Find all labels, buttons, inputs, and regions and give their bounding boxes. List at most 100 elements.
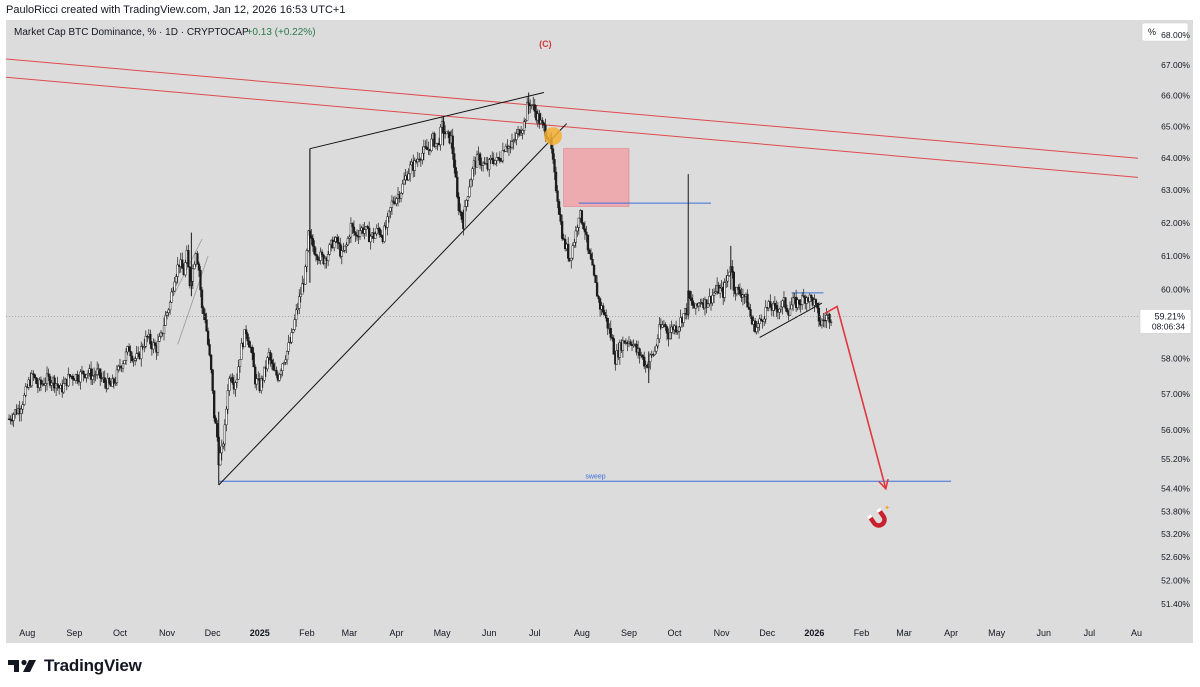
candle-body <box>320 251 324 256</box>
candle-body <box>641 354 644 358</box>
black-trendline-1[interactable] <box>218 123 568 486</box>
candle-body <box>252 352 255 368</box>
gray-wedge-line-2[interactable] <box>177 255 209 345</box>
candle-body <box>387 210 391 218</box>
candle-body <box>585 231 588 236</box>
candle-body <box>665 326 669 334</box>
candle-body <box>281 363 284 371</box>
candle-body <box>243 329 246 348</box>
candle-body <box>594 274 597 283</box>
candle-body <box>311 238 315 247</box>
candle-body <box>571 245 574 259</box>
candle-body <box>574 230 577 243</box>
candle-body <box>723 282 726 298</box>
candle-body <box>781 300 784 308</box>
candle-body <box>668 332 672 339</box>
candle-body <box>592 264 596 276</box>
candle-body <box>808 294 811 302</box>
candle-body <box>135 353 138 359</box>
candle-body <box>313 245 316 255</box>
candle-body <box>234 382 237 390</box>
candle-body <box>386 216 389 228</box>
candle-body <box>32 373 35 376</box>
red-trendline-1[interactable] <box>6 58 1139 159</box>
candle-body <box>791 297 795 306</box>
candle-body <box>498 157 501 162</box>
current-price-label: 59.21% <box>1154 311 1185 321</box>
x-tick-label: Nov <box>159 628 176 638</box>
candle-body <box>358 230 362 237</box>
y-tick-label: 66.00% <box>1161 91 1190 101</box>
tradingview-logo[interactable]: TradingView <box>8 656 142 676</box>
candle-body <box>407 173 410 181</box>
current-price-badge[interactable] <box>1139 309 1192 334</box>
candle-body <box>342 250 345 252</box>
candle-body <box>123 360 126 365</box>
chart-area[interactable]: (C) sweep ✦ Market Cap BTC Dominance, % · … <box>6 20 1193 643</box>
y-tick-label: 62.00% <box>1161 218 1190 228</box>
candle-body <box>293 319 296 330</box>
candle-body <box>714 291 717 294</box>
candle-body <box>99 368 102 379</box>
supply-zone[interactable] <box>563 148 630 207</box>
candle-body <box>682 313 685 323</box>
candle-body <box>173 281 176 292</box>
candle-body <box>76 374 79 382</box>
candle-body <box>746 293 749 308</box>
black-trendline-4[interactable] <box>759 302 823 338</box>
candle-body <box>23 395 26 405</box>
candle-body <box>383 225 386 242</box>
x-tick-label: Oct <box>113 628 128 638</box>
candle-body <box>785 307 789 312</box>
candle-body <box>197 263 201 271</box>
time-axis[interactable] <box>6 620 1193 643</box>
scale-mode-button[interactable] <box>1141 22 1189 42</box>
candle-body <box>176 264 179 277</box>
candle-body <box>114 382 117 384</box>
candle-body <box>454 167 457 178</box>
highlight-circle-marker[interactable] <box>544 127 563 146</box>
candle-body <box>460 212 463 220</box>
candle-body <box>401 183 404 194</box>
candle-body <box>541 119 544 124</box>
candle-body <box>603 312 606 316</box>
candle-body <box>270 359 274 364</box>
candle-body <box>314 253 318 257</box>
chart-svg[interactable]: (C) sweep ✦ Market Cap BTC Dominance, % · … <box>6 20 1193 643</box>
candle-body <box>510 141 514 148</box>
x-tick-label: Dec <box>205 628 222 638</box>
candle-body <box>213 390 216 419</box>
projection-arrow[interactable] <box>824 305 887 489</box>
candle-body <box>348 236 351 239</box>
candle-body <box>333 241 336 249</box>
candle-body <box>595 282 599 297</box>
candle-body <box>20 408 23 414</box>
candle-body <box>352 226 356 233</box>
candle-body <box>471 168 474 181</box>
candle-body <box>504 145 508 152</box>
candle-body <box>688 290 691 299</box>
candle-body <box>598 298 602 310</box>
candle-body <box>269 352 272 361</box>
candle-body <box>475 154 479 168</box>
candle-body <box>738 289 742 295</box>
candle-body <box>533 104 536 112</box>
candle-body <box>664 324 667 327</box>
candle-body <box>272 363 275 371</box>
candle-body <box>513 139 517 141</box>
candle-body <box>319 251 322 261</box>
candle-body <box>263 366 266 381</box>
candle-body <box>328 244 331 255</box>
candle-body <box>129 351 132 357</box>
candle-body <box>597 295 600 299</box>
gray-wedge-line-1[interactable] <box>172 239 203 297</box>
black-trendline-2[interactable] <box>309 92 545 150</box>
candle-body <box>255 378 258 385</box>
candle-body <box>103 377 106 383</box>
candle-body <box>152 342 155 350</box>
candle-body <box>199 270 202 291</box>
candle-body <box>187 250 190 268</box>
candle-body <box>557 201 561 215</box>
candle-body <box>725 280 728 283</box>
red-trendline-2[interactable] <box>6 76 1139 178</box>
